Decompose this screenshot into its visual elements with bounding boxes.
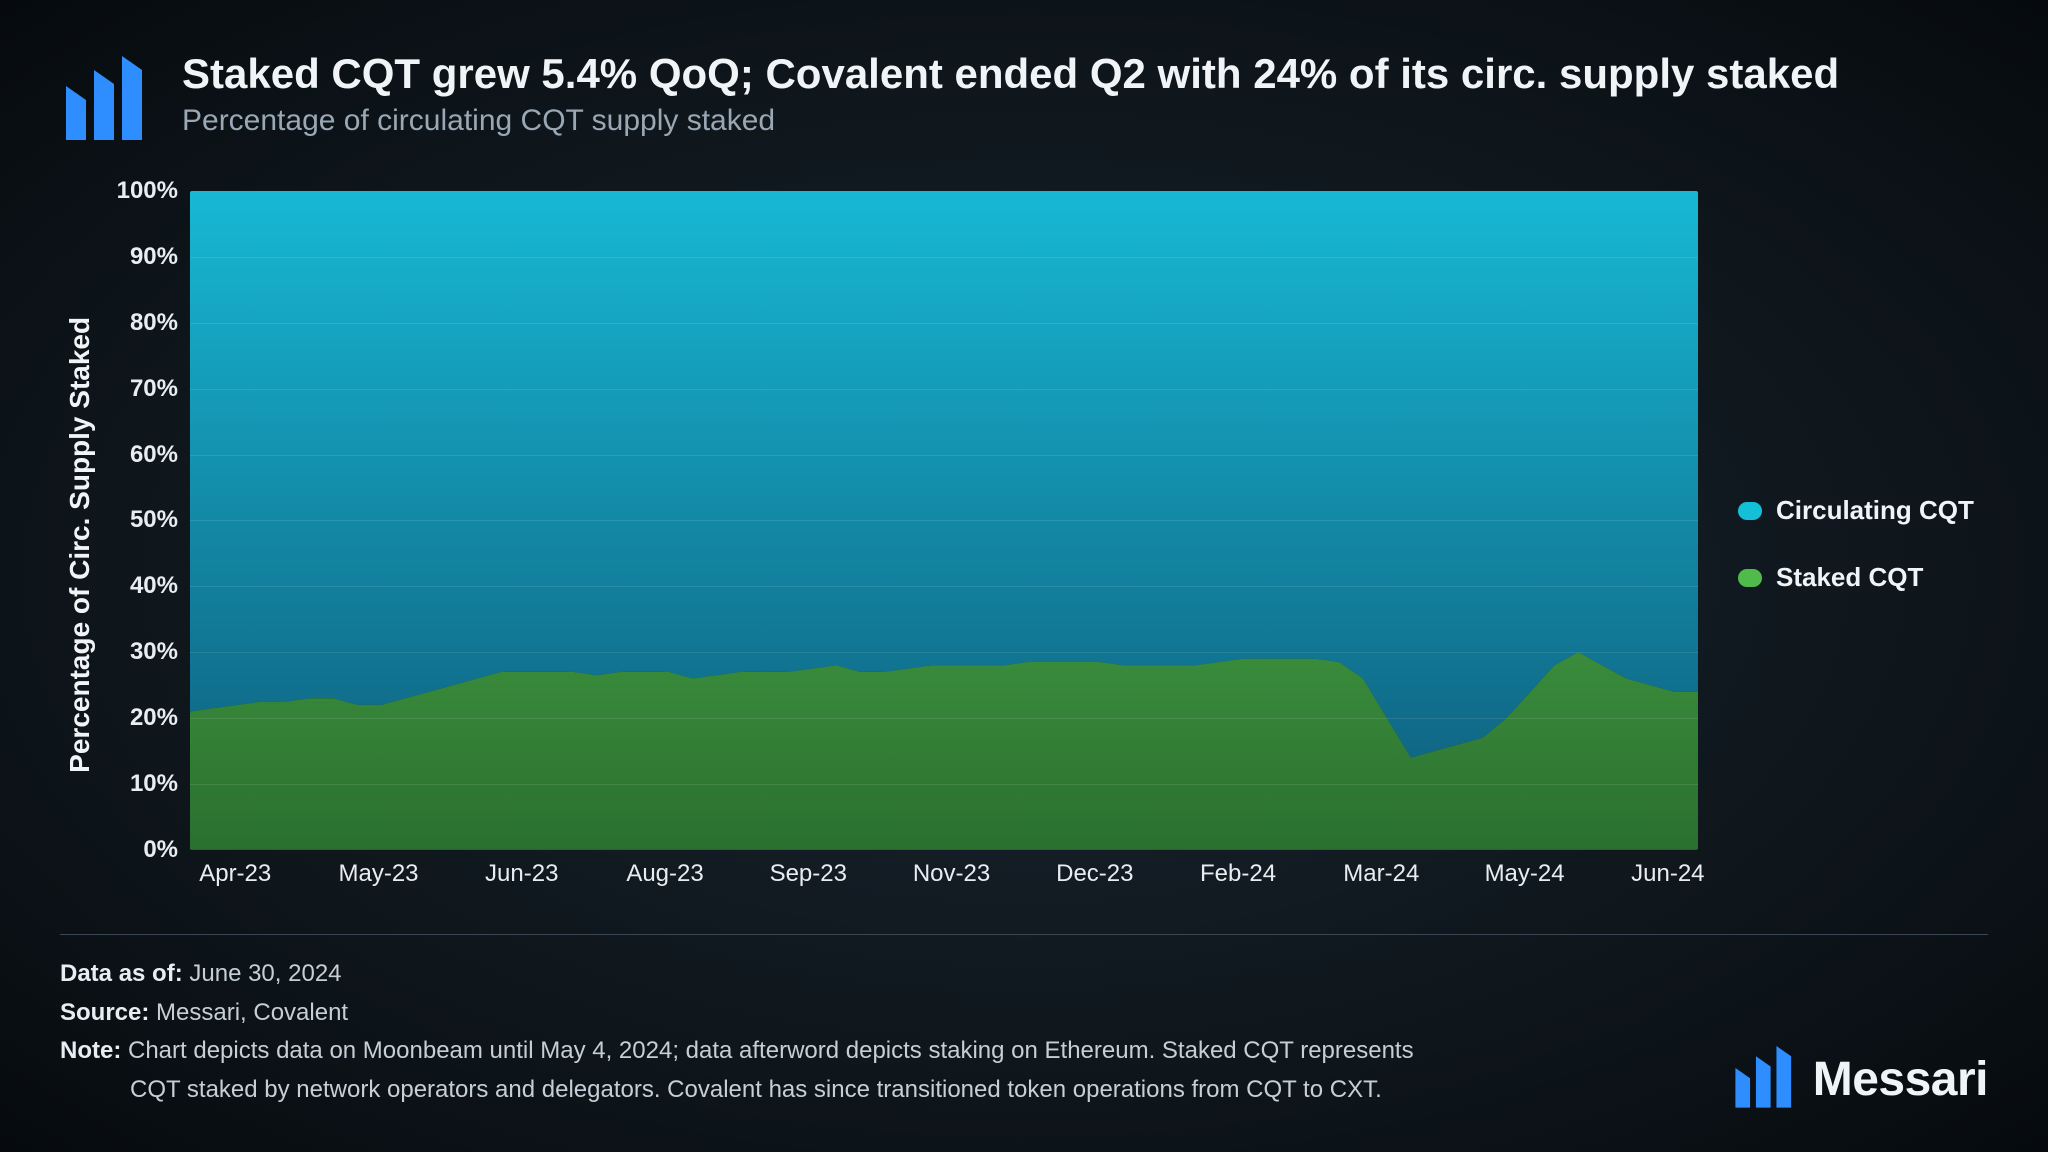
y-tick: 40% (130, 572, 178, 600)
y-tick: 50% (130, 506, 178, 534)
y-tick: 0% (143, 836, 178, 864)
x-tick: Nov-23 (913, 860, 990, 888)
y-axis-label: Percentage of Circ. Supply Staked (60, 191, 100, 898)
x-tick: Aug-23 (626, 860, 703, 888)
footer-text: Data as of: June 30, 2024 Source: Messar… (60, 957, 1691, 1112)
y-tick: 80% (130, 309, 178, 337)
plot-area (190, 191, 1698, 850)
x-tick: Jun-24 (1631, 860, 1704, 888)
y-tick: 10% (130, 770, 178, 798)
y-tick: 90% (130, 243, 178, 271)
note-line-2: CQT staked by network operators and dele… (130, 1076, 1382, 1103)
chart-row: Percentage of Circ. Supply Staked 0% 10% 2… (60, 191, 1988, 898)
legend-item-staked: Staked CQT (1738, 562, 1988, 593)
plot-area-wrap: 0%10%20%30%40%50%60%70%80%90%100% (100, 191, 1698, 850)
x-axis-row: Apr-23 May-23 Jun-23 Aug-23 Sep-23 Nov-23 Dec-… (100, 850, 1698, 898)
legend-label: Staked CQT (1776, 562, 1923, 593)
chart-title: Staked CQT grew 5.4% QoQ; Covalent ended… (182, 50, 1988, 98)
legend-swatch-icon (1738, 502, 1762, 520)
note-line-1: Chart depicts data on Moonbeam until May… (128, 1037, 1414, 1064)
brand-name: Messari (1813, 1052, 1988, 1107)
x-tick: May-23 (338, 860, 418, 888)
chart-card: Staked CQT grew 5.4% QoQ; Covalent ended… (0, 0, 2048, 1152)
y-tick: 70% (130, 375, 178, 403)
messari-logo-icon (60, 56, 150, 151)
header: Staked CQT grew 5.4% QoQ; Covalent ended… (60, 50, 1988, 151)
data-as-of-label: Data as of: (60, 960, 183, 987)
x-tick: Feb-24 (1200, 860, 1276, 888)
x-tick: Mar-24 (1343, 860, 1419, 888)
legend: Circulating CQT Staked CQT (1728, 191, 1988, 898)
chart-subtitle: Percentage of circulating CQT supply sta… (182, 104, 1988, 138)
footer-note-cont: CQT staked by network operators and dele… (60, 1073, 1691, 1108)
y-tick: 30% (130, 638, 178, 666)
y-tick: 100% (117, 177, 178, 205)
messari-logo-icon (1731, 1046, 1797, 1112)
chart-wrap: Percentage of Circ. Supply Staked 0% 10% 2… (60, 191, 1698, 898)
legend-label: Circulating CQT (1776, 495, 1974, 526)
x-tick: Sep-23 (770, 860, 847, 888)
footer-data-as-of: Data as of: June 30, 2024 (60, 957, 1691, 992)
footer-brand: Messari (1731, 1046, 1988, 1112)
y-tick: 60% (130, 441, 178, 469)
footer-note: Note: Chart depicts data on Moonbeam unt… (60, 1034, 1691, 1069)
x-tick: Apr-23 (199, 860, 271, 888)
y-tick: 20% (130, 704, 178, 732)
title-block: Staked CQT grew 5.4% QoQ; Covalent ended… (182, 50, 1988, 138)
plot-column: 0%10%20%30%40%50%60%70%80%90%100% Apr-23… (100, 191, 1698, 898)
x-tick-strip: Apr-23 May-23 Jun-23 Aug-23 Sep-23 Nov-23 Dec-… (190, 850, 1698, 898)
footer-source: Source: Messari, Covalent (60, 996, 1691, 1031)
x-tick: Jun-23 (485, 860, 558, 888)
source-value: Messari, Covalent (156, 999, 348, 1026)
data-as-of-value: June 30, 2024 (189, 960, 341, 987)
source-label: Source: (60, 999, 149, 1026)
legend-swatch-icon (1738, 569, 1762, 587)
footer: Data as of: June 30, 2024 Source: Messar… (60, 934, 1988, 1112)
note-label: Note: (60, 1037, 121, 1064)
x-tick: May-24 (1485, 860, 1565, 888)
legend-item-circulating: Circulating CQT (1738, 495, 1988, 526)
y-tick-column: 0%10%20%30%40%50%60%70%80%90%100% (100, 191, 190, 850)
x-tick: Dec-23 (1056, 860, 1133, 888)
